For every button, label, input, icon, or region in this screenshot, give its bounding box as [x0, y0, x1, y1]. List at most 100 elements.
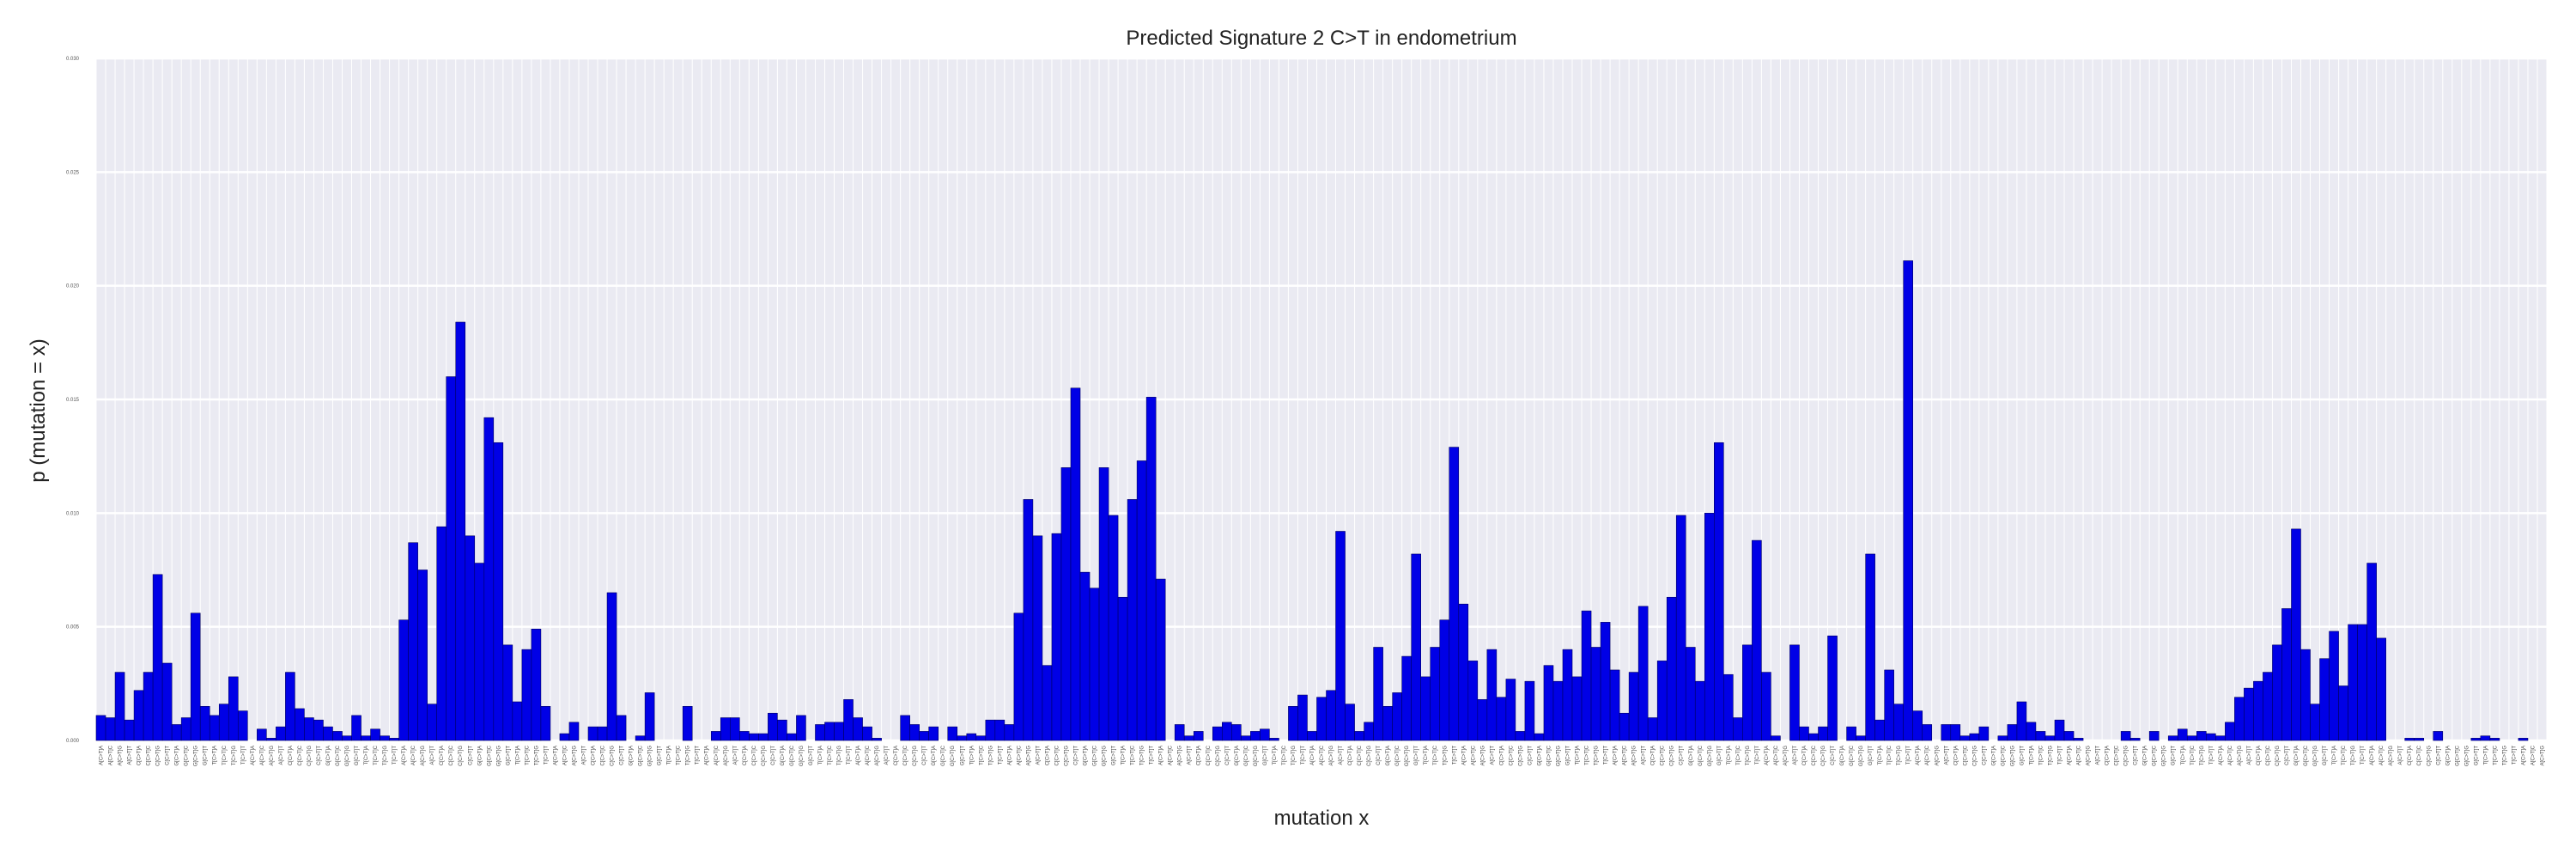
bar: [493, 442, 504, 741]
x-tick-label: T[C>T]C: [1131, 745, 1136, 765]
x-tick-label: A[C>T]C: [1320, 745, 1325, 765]
bar: [190, 612, 201, 741]
x-tick-label: C[C>T]T: [922, 746, 927, 765]
x-tick-label: A[C>T]G: [1480, 746, 1485, 766]
bar: [1552, 680, 1564, 741]
x-tick-label: A[C>T]G: [724, 746, 729, 766]
x-tick-labels: A[C>T]A A[C>T]C A[C>T]G A[C>T]T C[C>T]A C[C>T…: [100, 745, 2546, 766]
bar: [2433, 731, 2444, 741]
x-tick-label: G[C>T]G: [194, 746, 199, 767]
x-tick-label: A[C>T]T: [2247, 746, 2252, 765]
bar: [446, 376, 457, 741]
bar: [114, 672, 125, 741]
bar: [1183, 735, 1194, 741]
x-tick-label: A[C>T]T: [128, 746, 133, 765]
bar: [1458, 603, 1469, 741]
x-tick-label: T[C>T]G: [1595, 746, 1600, 766]
bar: [1051, 533, 1062, 741]
bar: [957, 735, 968, 741]
bar: [2348, 624, 2358, 741]
x-tick-label: A[C>T]T: [1339, 746, 1344, 765]
bar: [1401, 655, 1412, 741]
bar: [2272, 644, 2282, 741]
x-tick-label: A[C>T]C: [1471, 745, 1476, 765]
bar: [1515, 731, 1526, 741]
x-tick-label: T[C>T]A: [2332, 746, 2337, 765]
bar: [2281, 608, 2292, 741]
bar: [465, 535, 476, 741]
bar: [295, 708, 305, 741]
bar: [1136, 460, 1147, 741]
x-tick-label: A[C>T]A: [1765, 746, 1770, 765]
x-tick-label: A[C>T]G: [875, 746, 880, 766]
x-tick-label: C[C>T]T: [771, 746, 776, 765]
x-tick-label: G[C>T]C: [1395, 745, 1400, 766]
bar: [749, 733, 759, 741]
bar: [2167, 735, 2178, 741]
bar: [1893, 704, 1904, 741]
x-tick-label: A[C>T]C: [1925, 745, 1930, 765]
x-tick-label: C[C>T]A: [2408, 746, 2413, 765]
bar: [1260, 728, 1270, 741]
bar: [1808, 733, 1819, 741]
bar: [2054, 719, 2065, 741]
bar: [739, 731, 750, 741]
bar: [1155, 578, 1166, 741]
x-tick-label: C[C>T]G: [1518, 746, 1523, 766]
x-tick-label: C[C>T]A: [894, 746, 899, 765]
bar: [228, 676, 239, 741]
x-tick-label: C[C>T]A: [592, 746, 597, 765]
y-tick-label: 0.005: [66, 625, 80, 631]
bar: [1392, 692, 1402, 741]
bar: [1742, 644, 1753, 741]
bar: [1467, 661, 1479, 741]
x-tick-label: G[C>T]T: [658, 746, 663, 766]
bar: [1477, 699, 1488, 741]
x-tick-label: A[C>T]A: [553, 746, 558, 765]
x-tick-label: T[C>T]T: [2058, 746, 2063, 765]
x-tick-label: C[C>T]A: [289, 746, 294, 765]
bar: [408, 542, 418, 741]
bar: [276, 726, 286, 741]
bar: [351, 715, 361, 741]
x-tick-label: G[C>T]G: [2010, 746, 2015, 767]
bar: [843, 699, 854, 741]
x-tick-label: A[C>T]G: [421, 746, 426, 766]
x-tick-label: T[C>T]G: [383, 746, 388, 766]
x-tick-label: C[C>T]A: [2105, 746, 2111, 765]
x-tick-label: C[C>T]T: [166, 746, 171, 765]
bar: [900, 715, 910, 741]
x-tick-label: A[C>T]A: [402, 746, 407, 765]
x-tick-label: T[C>T]C: [1585, 745, 1590, 765]
x-tick-label: A[C>T]C: [2228, 745, 2233, 765]
bar: [257, 728, 267, 741]
x-tick-label: C[C>T]A: [2257, 746, 2262, 765]
x-tick-label: A[C>T]A: [1613, 746, 1619, 765]
bar: [2120, 731, 2131, 741]
bar: [1411, 553, 1422, 741]
x-tick-label: T[C>T]A: [2483, 746, 2488, 765]
x-tick-label: G[C>T]G: [1556, 746, 1561, 767]
x-tick-label: G[C>T]C: [1698, 745, 1704, 766]
bar: [1950, 724, 1961, 741]
x-tick-label: G[C>T]G: [2162, 746, 2167, 767]
x-tick-label: C[C>T]A: [1651, 746, 1656, 765]
x-tick-label: A[C>T]T: [581, 746, 586, 765]
x-tick-label: G[C>T]C: [1546, 745, 1552, 766]
x-tick-label: T[C>T]C: [2190, 745, 2196, 765]
bar: [427, 704, 437, 741]
bar: [616, 715, 627, 741]
x-axis-label: mutation x: [1274, 807, 1370, 830]
y-tick-label: 0.025: [66, 170, 80, 175]
bar: [389, 738, 399, 741]
bar: [95, 715, 106, 741]
x-tick-label: G[C>T]A: [1537, 746, 1542, 766]
bar: [105, 717, 116, 741]
x-tick-label: A[C>T]G: [1783, 746, 1789, 766]
x-tick-label: T[C>T]T: [2209, 746, 2215, 765]
bar: [2148, 731, 2160, 741]
bar: [1288, 705, 1298, 741]
x-tick-label: C[C>T]G: [156, 746, 161, 766]
x-tick-label: T[C>T]C: [374, 745, 379, 765]
